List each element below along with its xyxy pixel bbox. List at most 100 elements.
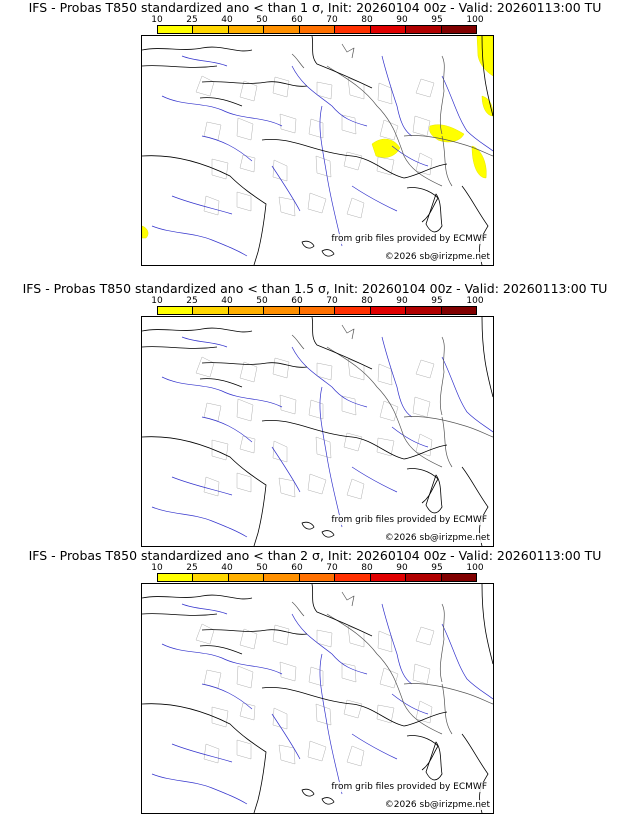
admin-boundary bbox=[236, 117, 254, 141]
admin-boundary bbox=[236, 398, 254, 422]
scale-tick-label: 60 bbox=[291, 563, 303, 573]
coastline bbox=[425, 474, 443, 514]
river bbox=[201, 416, 253, 443]
scale-tick-label: 90 bbox=[396, 15, 408, 25]
scale-tick-label: 80 bbox=[361, 15, 373, 25]
admin-boundary bbox=[279, 661, 297, 682]
admin-boundary bbox=[376, 704, 395, 724]
admin-boundary bbox=[195, 623, 215, 645]
admin-boundary bbox=[377, 82, 393, 105]
river bbox=[381, 336, 413, 418]
admin-boundary bbox=[239, 361, 258, 383]
admin-boundary bbox=[203, 402, 222, 422]
admin-boundary bbox=[316, 629, 333, 648]
admin-boundary bbox=[272, 624, 290, 646]
scale-swatch bbox=[335, 26, 371, 33]
probability-area bbox=[471, 145, 487, 179]
scale-swatch bbox=[228, 307, 265, 314]
river bbox=[271, 446, 301, 493]
admin-boundary bbox=[415, 152, 433, 176]
admin-boundary bbox=[415, 359, 435, 379]
country-border bbox=[441, 135, 453, 187]
coastline bbox=[321, 249, 335, 257]
country-border bbox=[439, 55, 445, 135]
probability-map: from grib files provided by ECMWF ©2026 … bbox=[141, 583, 494, 814]
scale-swatch bbox=[158, 26, 194, 33]
scale-tick-label: 100 bbox=[466, 15, 484, 25]
scale-tick-label: 95 bbox=[431, 15, 443, 25]
admin-boundary bbox=[239, 154, 256, 173]
probability-area bbox=[142, 225, 149, 239]
admin-boundary bbox=[272, 357, 290, 379]
copyright: ©2026 sb@irizpme.net bbox=[384, 252, 490, 262]
coastline bbox=[199, 97, 243, 107]
coastline bbox=[142, 155, 267, 265]
admin-boundary bbox=[341, 114, 357, 135]
river bbox=[171, 476, 233, 496]
scale-tick-label: 95 bbox=[431, 563, 443, 573]
admin-boundary bbox=[308, 118, 324, 139]
coastline bbox=[199, 645, 243, 655]
scale-tick-label: 10 bbox=[151, 296, 163, 306]
country-border bbox=[326, 65, 443, 187]
admin-boundary bbox=[343, 699, 363, 719]
admin-boundary bbox=[346, 745, 365, 767]
scale-tick-label: 100 bbox=[466, 296, 484, 306]
scale-swatch bbox=[441, 26, 476, 33]
admin-boundary bbox=[377, 363, 393, 386]
admin-boundary bbox=[412, 115, 431, 137]
coastline bbox=[201, 362, 308, 368]
country-border bbox=[403, 416, 493, 438]
admin-boundary bbox=[412, 396, 431, 418]
scale-swatch bbox=[370, 574, 407, 581]
river bbox=[291, 65, 368, 127]
scale-swatch bbox=[406, 574, 442, 581]
scale-tick-label: 80 bbox=[361, 563, 373, 573]
river bbox=[181, 603, 228, 615]
coastline bbox=[311, 317, 373, 370]
coastline bbox=[461, 733, 489, 813]
coastline bbox=[481, 36, 493, 117]
river bbox=[181, 55, 228, 67]
coastline bbox=[321, 530, 335, 538]
admin-boundary bbox=[236, 191, 252, 212]
scale-swatch bbox=[193, 574, 229, 581]
admin-boundary bbox=[203, 476, 220, 497]
coastline bbox=[301, 521, 315, 530]
admin-boundary bbox=[236, 739, 252, 760]
scale-tick-label: 60 bbox=[291, 296, 303, 306]
coastline bbox=[481, 317, 493, 398]
coastline bbox=[142, 436, 267, 546]
admin-boundary bbox=[272, 159, 288, 182]
admin-boundary bbox=[279, 394, 297, 415]
coastline bbox=[261, 419, 448, 460]
coastline bbox=[142, 346, 218, 349]
country-border bbox=[439, 336, 445, 416]
country-border bbox=[341, 591, 355, 607]
river bbox=[351, 733, 398, 760]
river bbox=[381, 55, 413, 137]
admin-boundary bbox=[376, 156, 395, 176]
scale-swatch bbox=[228, 26, 265, 33]
color-scale-labels: 10 25 40 50 60 70 80 90 95 100 bbox=[151, 563, 483, 573]
scale-tick-label: 60 bbox=[291, 15, 303, 25]
river bbox=[161, 95, 283, 127]
scale-tick-label: 10 bbox=[151, 563, 163, 573]
admin-boundary bbox=[415, 433, 433, 457]
admin-boundary bbox=[308, 666, 324, 687]
admin-boundary bbox=[203, 743, 220, 764]
data-credit: from grib files provided by ECMWF bbox=[331, 782, 487, 792]
scale-swatch bbox=[193, 307, 229, 314]
scale-swatch bbox=[299, 307, 336, 314]
river bbox=[201, 683, 253, 710]
panel-3: IFS - Probas T850 standardized ano < tha… bbox=[0, 548, 630, 818]
scale-swatch bbox=[299, 26, 336, 33]
coastline bbox=[406, 187, 439, 223]
probability-map: from grib files provided by ECMWF ©2026 … bbox=[141, 35, 494, 266]
color-scale-bar bbox=[157, 25, 477, 34]
coastline bbox=[481, 584, 493, 665]
coastline bbox=[261, 686, 448, 727]
scale-tick-label: 40 bbox=[221, 15, 233, 25]
coastline bbox=[199, 378, 243, 388]
river bbox=[171, 743, 233, 763]
